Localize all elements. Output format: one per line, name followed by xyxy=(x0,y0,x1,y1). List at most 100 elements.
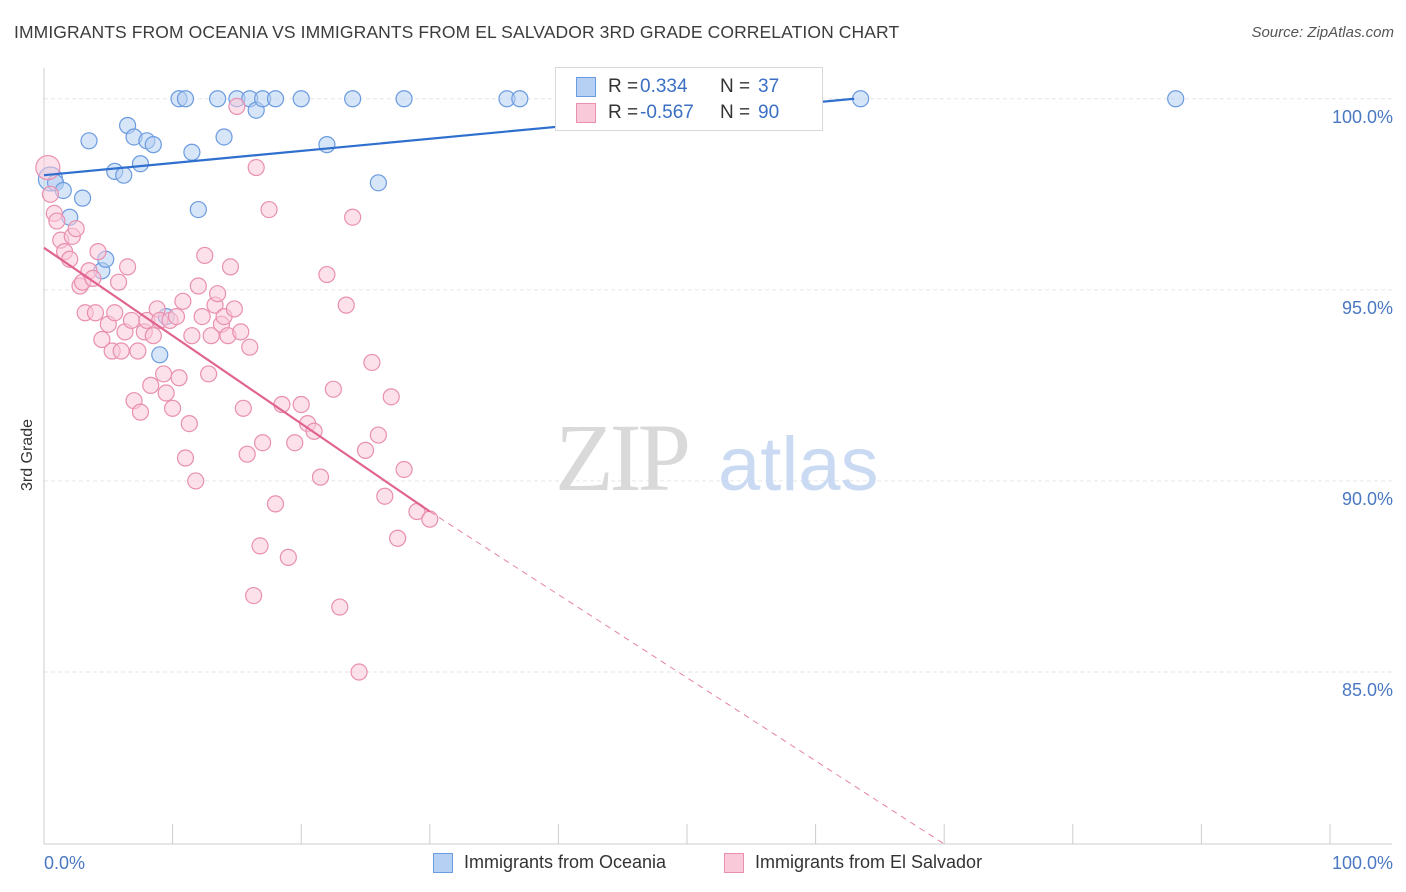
oceania-point xyxy=(344,90,362,108)
r-label: R = xyxy=(608,102,639,123)
n-label: N = xyxy=(720,102,751,123)
oceania-point xyxy=(189,200,207,219)
elsalvador-point xyxy=(376,487,394,505)
oceania-point xyxy=(183,143,201,161)
watermark-atlas: atlas xyxy=(718,422,879,507)
elsalvador-point xyxy=(228,97,246,115)
elsalvador-point xyxy=(189,277,207,295)
oceania-point xyxy=(511,90,529,108)
oceania-point xyxy=(144,136,162,154)
elsalvador-point xyxy=(122,311,141,330)
r-label: R = xyxy=(608,76,639,97)
chart-title: IMMIGRANTS FROM OCEANIA VS IMMIGRANTS FR… xyxy=(14,22,900,42)
elsalvador-point xyxy=(363,353,381,372)
x-tick-label-left: 0.0% xyxy=(44,853,85,873)
oceania-point xyxy=(395,90,413,108)
y-tick-label: 85.0% xyxy=(1342,680,1393,700)
elsalvador-point xyxy=(279,548,297,566)
oceania-point xyxy=(318,136,336,154)
elsalvador-point xyxy=(260,200,278,219)
elsalvador-point xyxy=(234,399,252,417)
elsalvador-point xyxy=(350,663,368,681)
elsalvador-point xyxy=(67,220,85,238)
oceania-point xyxy=(292,90,310,108)
elsalvador-point xyxy=(254,434,272,452)
elsalvador-r-value: -0.567 xyxy=(640,102,694,123)
elsalvador-point xyxy=(41,185,60,203)
x-tick-label-right: 100.0% xyxy=(1332,853,1393,873)
elsalvador-point xyxy=(232,323,250,341)
elsalvador-point xyxy=(167,307,186,326)
oceania-n-value: 37 xyxy=(758,76,780,97)
elsalvador-point xyxy=(324,380,342,398)
oceania-point xyxy=(369,174,387,192)
legend-swatch-oceania xyxy=(433,852,453,873)
elsalvador-point xyxy=(247,158,265,177)
elsalvador-point xyxy=(318,265,336,284)
elsalvador-point xyxy=(86,304,105,322)
elsalvador-point xyxy=(174,292,192,310)
elsalvador-point xyxy=(170,369,188,387)
legend-item-elsalvador: Immigrants from El Salvador xyxy=(724,852,982,873)
elsalvador-point xyxy=(93,330,111,349)
elsalvador-point xyxy=(202,327,220,345)
oceania-point xyxy=(1167,90,1185,108)
elsalvador-point xyxy=(48,212,66,230)
stats-legend: R = 0.334 N = 37 R = -0.567 N = 90 xyxy=(555,67,823,131)
legend-swatch-elsalvador xyxy=(724,852,744,873)
elsalvador-point xyxy=(106,304,124,322)
oceania-point xyxy=(131,155,150,173)
legend-item-oceania: Immigrants from Oceania xyxy=(433,852,666,873)
elsalvador-point xyxy=(183,327,201,345)
legend-label-elsalvador: Immigrants from El Salvador xyxy=(755,852,983,872)
elsalvador-point xyxy=(292,395,310,414)
elsalvador-point xyxy=(118,258,137,276)
elsalvador-point xyxy=(266,495,285,513)
source-label: Source: ZipAtlas.com xyxy=(1251,24,1394,41)
oceania-point xyxy=(151,346,169,364)
elsalvador-point xyxy=(209,285,227,303)
elsalvador-point xyxy=(331,598,349,616)
elsalvador-point xyxy=(251,537,269,555)
elsalvador-point xyxy=(129,342,147,360)
elsalvador-point xyxy=(180,415,198,433)
elsalvador-point xyxy=(356,441,375,459)
elsalvador-point xyxy=(389,529,407,547)
elsalvador-point xyxy=(225,300,243,318)
elsalvador-n-value: 90 xyxy=(758,102,780,123)
oceania-point xyxy=(80,132,98,150)
n-label: N = xyxy=(720,76,751,97)
y-tick-label: 100.0% xyxy=(1332,107,1393,127)
elsalvador-point xyxy=(344,208,362,226)
elsalvador-point xyxy=(154,365,173,383)
elsalvador-point xyxy=(245,586,263,605)
elsalvador-point xyxy=(382,388,400,406)
elsalvador-point xyxy=(238,445,256,463)
elsalvador-point xyxy=(176,449,195,467)
elsalvador-point xyxy=(241,338,259,356)
elsalvador-point xyxy=(200,365,218,383)
oceania-point xyxy=(115,166,133,184)
elsalvador-point xyxy=(286,434,304,452)
elsalvador-point xyxy=(142,376,160,394)
oceania-swatch xyxy=(576,77,596,97)
elsalvador-point xyxy=(84,269,102,287)
y-tick-label: 95.0% xyxy=(1342,298,1393,318)
elsalvador-point xyxy=(395,460,413,479)
oceania-point xyxy=(176,90,195,108)
elsalvador-point xyxy=(337,296,355,314)
elsalvador-point xyxy=(144,327,162,345)
y-tick-label: 90.0% xyxy=(1342,489,1393,509)
elsalvador-point xyxy=(131,403,150,421)
oceania-point xyxy=(266,90,285,108)
elsalvador-point xyxy=(369,426,387,444)
oceania-point xyxy=(852,90,870,108)
elsalvador-point xyxy=(89,243,107,261)
elsalvador-point xyxy=(196,246,214,265)
oceania-point xyxy=(73,189,92,207)
elsalvador-point xyxy=(421,510,439,528)
oceania-r-value: 0.334 xyxy=(640,76,688,97)
elsalvador-point xyxy=(221,258,240,276)
elsalvador-point xyxy=(35,154,61,181)
